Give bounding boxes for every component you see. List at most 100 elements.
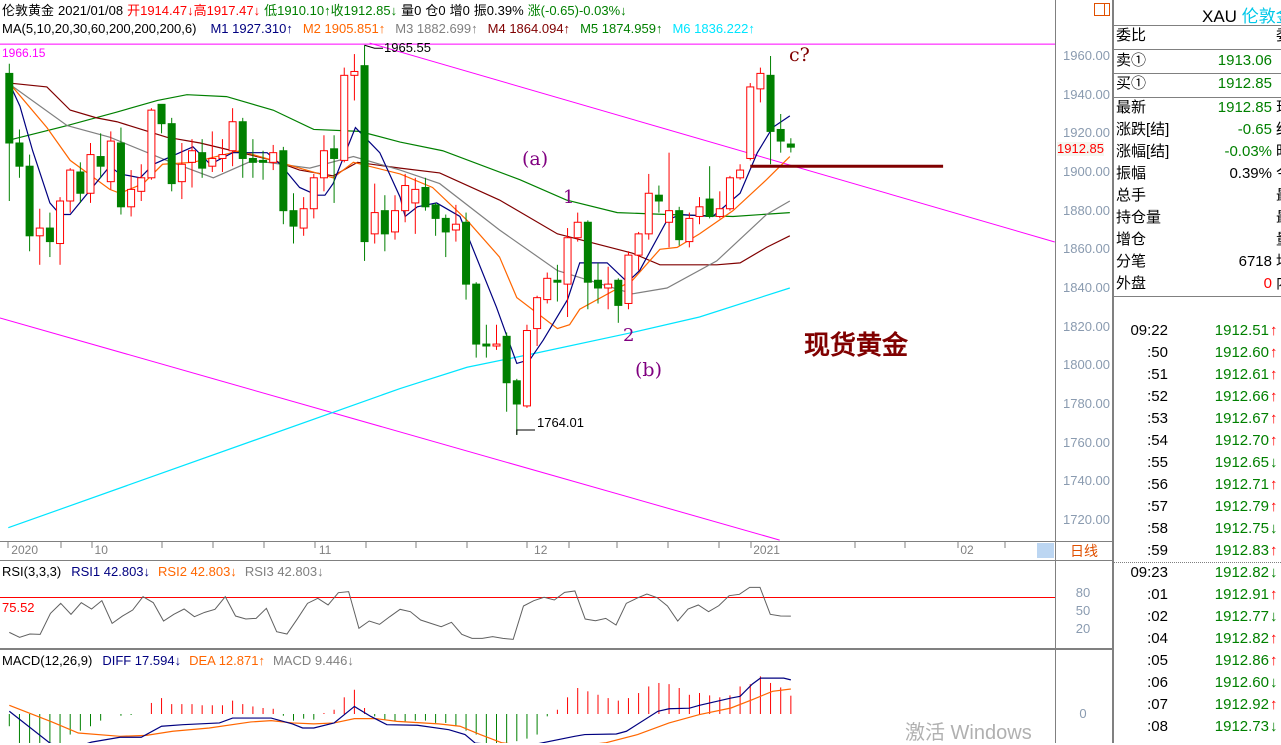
candle [289, 193, 298, 244]
candle-body [451, 223, 460, 231]
open-value: 开1914.47↓ [127, 3, 194, 18]
candle-body [553, 279, 562, 283]
quote-row-right-label: 现手 [1276, 97, 1281, 119]
quote-row-label: 分笔 [1116, 253, 1147, 270]
candle [147, 108, 156, 180]
candle [563, 228, 572, 317]
candle-body [594, 279, 602, 289]
candle-body [685, 217, 694, 243]
price-tick-label: 1720.00 [1063, 512, 1110, 528]
candle-body [654, 194, 663, 202]
tick-price: 1912.77 [1214, 608, 1269, 625]
quote-row-right-label: 最高 [1276, 185, 1281, 207]
candle [766, 56, 775, 165]
candle [472, 282, 481, 358]
candle [370, 183, 379, 244]
candle-body [675, 210, 684, 241]
candle [553, 264, 562, 302]
high-leader-line [364, 44, 383, 49]
quote-row-value: 6718 [1238, 253, 1272, 270]
candle [330, 135, 339, 203]
candle [756, 67, 765, 103]
tick-row: :57 1912.79 ↑ [1114, 496, 1281, 518]
tick-time: 09:23 [1130, 564, 1168, 581]
amplitude-value: 振0.39% [473, 3, 524, 18]
rsi2-value: RSI2 42.803↓ [158, 564, 237, 579]
date-tick-label: 02 [960, 543, 974, 557]
quote-row-value: -0.65 [1237, 121, 1272, 138]
candle [106, 131, 115, 190]
candle [177, 142, 186, 200]
candle [705, 166, 714, 219]
tick-row: :06 1912.60 ↓ [1114, 672, 1281, 694]
candle-body [76, 171, 85, 194]
quote-row: 外盘 0内盘 [1116, 273, 1281, 295]
tick-direction-icon: ↑ [1270, 630, 1278, 647]
macd-value: MACD 9.446↓ [272, 653, 354, 668]
candle-body [157, 103, 166, 125]
candle [5, 63, 14, 201]
candle-body [45, 227, 54, 243]
candle [391, 195, 399, 240]
chart-canvas[interactable] [0, 0, 1055, 743]
expand-icon[interactable] [1094, 3, 1110, 16]
candle [96, 133, 105, 178]
tick-time: :52 [1147, 388, 1168, 405]
tick-time: :08 [1147, 718, 1168, 735]
candle-body [299, 208, 308, 229]
candle-body [208, 157, 217, 167]
bid-row[interactable]: 买① 1912.85 [1116, 73, 1281, 95]
candle-body [330, 148, 339, 159]
quote-title: XAU 伦敦金 [1114, 2, 1281, 27]
tick-row: :59 1912.83 ↑ [1114, 540, 1281, 562]
tick-time: :56 [1147, 476, 1168, 493]
tick-direction-icon: ↑ [1270, 366, 1278, 383]
change-value: 涨(-0.65)-0.03%↓ [527, 3, 627, 18]
candle-body [340, 74, 349, 161]
candle-body [106, 140, 115, 183]
symbol-name: 伦敦黄金 [2, 3, 55, 18]
date-tick-label: 2021 [753, 543, 780, 557]
ma-m2: M2 1905.851↑ [302, 21, 386, 36]
price-tick-label: 1840.00 [1063, 280, 1110, 296]
tick-time: :06 [1147, 674, 1168, 691]
quote-row: 最新 1912.85现手 [1116, 97, 1281, 119]
wave-label-b: (b) [635, 359, 662, 381]
ma-m3: M3 1882.699↑ [395, 21, 478, 36]
candle-body [604, 283, 613, 289]
chart-caption: 现货黄金 [804, 331, 909, 361]
tick-direction-icon: ↑ [1270, 542, 1278, 559]
candle [208, 131, 217, 172]
tick-price: 1912.92 [1214, 696, 1269, 713]
period-button[interactable]: 日线 [1070, 543, 1098, 559]
candle-body [583, 221, 592, 283]
candle-body [259, 159, 268, 163]
ma-line-m3 [8, 83, 791, 295]
tick-time: :59 [1147, 542, 1168, 559]
candle [786, 138, 795, 153]
rsi-tick-50: 50 [1075, 603, 1091, 618]
rsi-params: RSI(3,3,3) [2, 564, 62, 579]
ask-row[interactable]: 卖① 1913.06 [1116, 50, 1281, 72]
scroll-thumb[interactable] [1037, 543, 1054, 558]
candle [441, 214, 450, 258]
tick-time: :54 [1147, 432, 1168, 449]
candle-body [715, 208, 724, 217]
candle-body [492, 343, 501, 347]
candle-body [269, 152, 278, 163]
macd-params: MACD(12,26,9) [2, 653, 93, 668]
quote-row-label: 涨幅[结] [1116, 143, 1170, 160]
bar-date: 2021/01/08 [58, 3, 124, 18]
quote-row-label: 外盘 [1116, 275, 1147, 292]
tick-time: :50 [1147, 344, 1168, 361]
diff-value: DIFF 17.594↓ [102, 653, 182, 668]
tick-price: 1912.51 [1214, 322, 1269, 339]
quote-panel: XAU 伦敦金 委比 委量 卖① 1913.06 买① 1912.85 最新 1912.… [1112, 0, 1281, 743]
xaxis-bottom-divider [0, 560, 1112, 561]
rsi3-value: RSI3 42.803↓ [244, 564, 324, 579]
candle [533, 295, 542, 346]
candle [482, 324, 491, 358]
diff-line [8, 677, 791, 743]
candle-body [705, 198, 714, 217]
ratio-right-label: 委量 [1276, 25, 1281, 47]
